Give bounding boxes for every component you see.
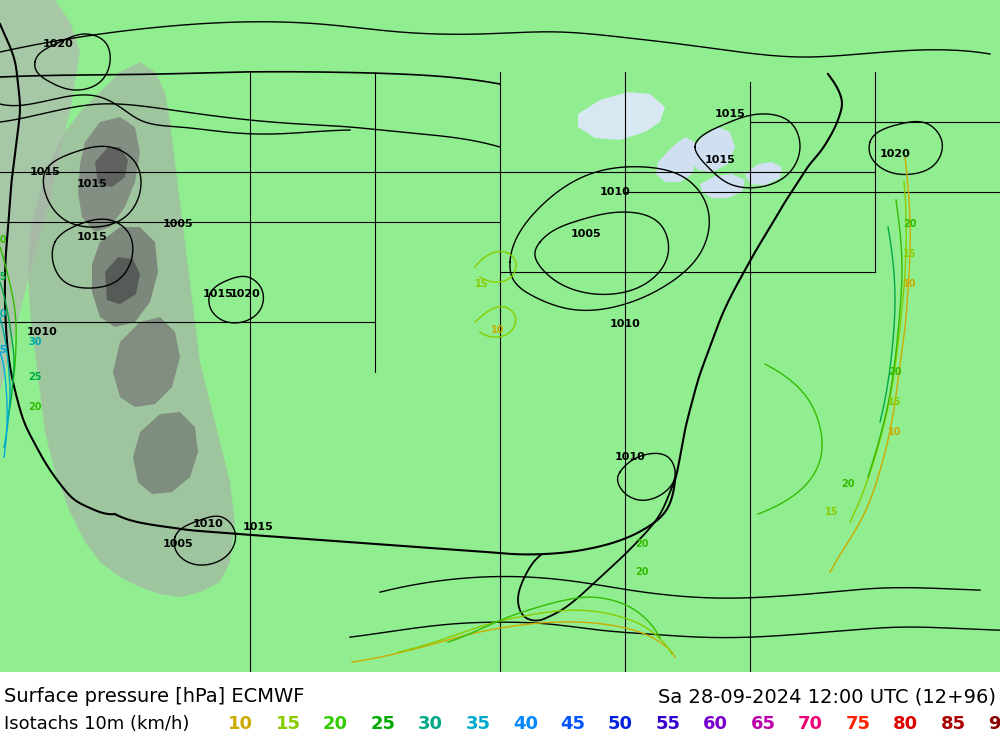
Text: 15: 15 <box>475 279 489 289</box>
Text: 10: 10 <box>903 279 917 289</box>
Text: 35: 35 <box>466 715 490 733</box>
Polygon shape <box>105 257 140 304</box>
Text: Surface pressure [hPa] ECMWF: Surface pressure [hPa] ECMWF <box>4 687 304 706</box>
Text: 80: 80 <box>893 715 918 733</box>
Text: 1020: 1020 <box>230 289 260 299</box>
Text: 1010: 1010 <box>600 187 630 197</box>
Text: 20: 20 <box>635 539 649 549</box>
Text: 70: 70 <box>798 715 823 733</box>
Text: 1010: 1010 <box>193 519 223 529</box>
Text: 15: 15 <box>888 397 902 407</box>
Text: 30: 30 <box>0 309 7 319</box>
Text: 1010: 1010 <box>27 327 57 337</box>
Polygon shape <box>95 147 128 187</box>
Text: 1015: 1015 <box>77 232 107 242</box>
Text: 1015: 1015 <box>30 167 60 177</box>
Text: 20: 20 <box>903 219 917 229</box>
Text: 1005: 1005 <box>163 539 193 549</box>
Text: 30: 30 <box>28 337 42 347</box>
Polygon shape <box>745 162 782 185</box>
Text: 65: 65 <box>750 715 776 733</box>
Text: 1015: 1015 <box>203 289 233 299</box>
Polygon shape <box>92 227 158 327</box>
Polygon shape <box>578 92 665 140</box>
Text: 1010: 1010 <box>615 452 645 462</box>
Text: 20: 20 <box>841 479 855 489</box>
Text: 1005: 1005 <box>571 229 601 239</box>
Polygon shape <box>113 317 180 407</box>
Text: 35: 35 <box>0 345 7 355</box>
Text: 25: 25 <box>0 272 7 282</box>
Text: 20: 20 <box>0 235 7 245</box>
Text: 90: 90 <box>988 715 1000 733</box>
Text: 20: 20 <box>635 567 649 577</box>
Text: 30: 30 <box>418 715 443 733</box>
Text: 85: 85 <box>940 715 966 733</box>
Text: 25: 25 <box>370 715 396 733</box>
Text: 20: 20 <box>28 402 42 412</box>
Text: 75: 75 <box>846 715 870 733</box>
Polygon shape <box>133 412 198 494</box>
Text: 15: 15 <box>825 507 839 517</box>
Text: Sa 28-09-2024 12:00 UTC (12+96): Sa 28-09-2024 12:00 UTC (12+96) <box>658 687 996 706</box>
Text: 20: 20 <box>323 715 348 733</box>
Polygon shape <box>0 0 80 392</box>
Polygon shape <box>690 127 735 172</box>
Text: 15: 15 <box>903 249 917 259</box>
Text: 1015: 1015 <box>243 522 273 532</box>
Text: 55: 55 <box>656 715 680 733</box>
Text: 10: 10 <box>491 325 505 335</box>
Text: 10: 10 <box>228 715 253 733</box>
Text: 15: 15 <box>276 715 300 733</box>
Text: 1020: 1020 <box>43 39 73 49</box>
Text: 40: 40 <box>513 715 538 733</box>
Text: 50: 50 <box>608 715 633 733</box>
Polygon shape <box>28 62 235 597</box>
Text: 25: 25 <box>28 372 42 382</box>
Text: 20: 20 <box>888 367 902 377</box>
Text: Isotachs 10m (km/h): Isotachs 10m (km/h) <box>4 715 189 733</box>
Text: 1015: 1015 <box>705 155 735 165</box>
Text: 1010: 1010 <box>610 319 640 329</box>
Text: 1005: 1005 <box>163 219 193 229</box>
Polygon shape <box>656 137 698 182</box>
Polygon shape <box>700 174 745 198</box>
Text: 60: 60 <box>703 715 728 733</box>
Polygon shape <box>78 117 140 232</box>
Text: 10: 10 <box>888 427 902 437</box>
Text: 1015: 1015 <box>715 109 745 119</box>
Text: 1020: 1020 <box>880 149 910 159</box>
Text: 1015: 1015 <box>77 179 107 189</box>
Text: 45: 45 <box>560 715 586 733</box>
